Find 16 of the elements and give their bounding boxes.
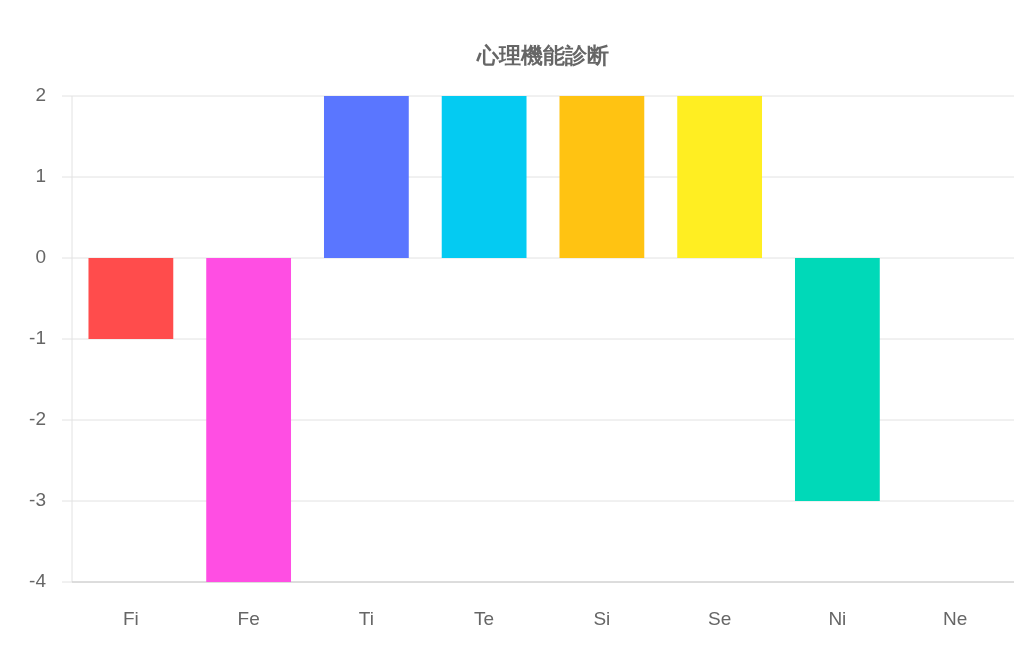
x-tick-label: Se: [708, 608, 732, 630]
x-tick-label: Fe: [237, 608, 260, 630]
x-tick-label: Ti: [358, 608, 374, 630]
y-tick-label: -4: [29, 570, 47, 592]
x-tick-label: Ni: [828, 608, 847, 630]
x-tick-label: Te: [474, 608, 495, 630]
y-tick-label: -3: [29, 489, 46, 511]
x-tick-label: Fi: [122, 608, 139, 630]
y-tick-label: 0: [35, 246, 46, 268]
y-tick-label: -1: [29, 327, 46, 349]
x-tick-label: Ne: [942, 608, 968, 630]
chart-title: 心理機能診断: [476, 42, 609, 68]
y-tick-label: -2: [29, 408, 46, 430]
y-tick-label: 2: [35, 84, 46, 106]
x-tick-label: Si: [593, 608, 611, 630]
y-tick-label: 1: [35, 165, 46, 187]
